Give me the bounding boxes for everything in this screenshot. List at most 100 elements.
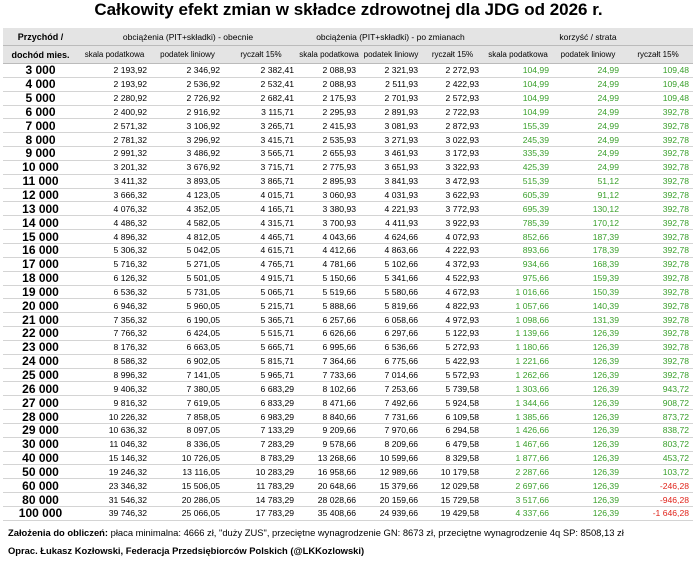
value-cell: 91,12	[553, 188, 623, 203]
value-cell: 3 022,93	[422, 132, 483, 148]
table-row: 6 000 2 400,92 2 916,92 3 115,71 2 295,93 2 8…	[3, 105, 694, 120]
income-cell: 21 000	[3, 312, 78, 328]
value-cell: 126,39	[553, 492, 623, 507]
value-cell: 3 380,93	[298, 201, 360, 217]
value-cell: 2 382,41	[224, 63, 298, 78]
value-cell: 392,78	[623, 105, 694, 120]
value-cell: -246,28	[623, 478, 694, 494]
value-cell: 4 896,32	[78, 229, 151, 244]
value-cell: 3 472,93	[422, 174, 483, 189]
value-cell: 5 150,66	[298, 271, 360, 286]
value-cell: 126,39	[553, 451, 623, 466]
value-cell: 35 408,66	[298, 506, 360, 521]
value-cell: 1 344,66	[483, 395, 553, 411]
value-cell: 150,39	[553, 285, 623, 300]
value-cell: 605,39	[483, 188, 553, 203]
value-cell: 104,99	[483, 77, 553, 92]
value-cell: 24,99	[553, 105, 623, 120]
value-cell: 6 294,58	[422, 423, 483, 438]
value-cell: 3 700,93	[298, 215, 360, 231]
value-cell: 838,72	[623, 423, 694, 438]
value-cell: 17 783,29	[224, 506, 298, 521]
table-row: 12 000 3 666,32 4 123,05 4 015,71 3 060,93 4 …	[3, 188, 694, 203]
value-cell: 1 180,66	[483, 340, 553, 355]
value-cell: 3 296,92	[151, 132, 224, 148]
value-cell: 168,39	[553, 257, 623, 272]
value-cell: 2 722,93	[422, 105, 483, 120]
value-cell: 19 246,32	[78, 464, 151, 480]
value-cell: 14 783,29	[224, 492, 298, 507]
value-cell: 4 812,05	[151, 229, 224, 244]
value-cell: 8 209,66	[360, 437, 422, 452]
value-cell: 126,39	[553, 423, 623, 438]
value-cell: 8 329,58	[422, 451, 483, 466]
value-cell: 24,99	[553, 63, 623, 78]
table-row: 50 000 19 246,32 13 116,05 10 283,29 16 958,…	[3, 464, 694, 480]
value-cell: 3 715,71	[224, 160, 298, 175]
value-cell: 3 666,32	[78, 188, 151, 203]
income-cell: 4 000	[3, 77, 78, 92]
value-cell: 6 683,29	[224, 381, 298, 397]
value-cell: 24,99	[553, 160, 623, 175]
value-cell: 4 615,71	[224, 243, 298, 258]
value-cell: 4 123,05	[151, 188, 224, 203]
value-cell: 109,48	[623, 77, 694, 92]
value-cell: 7 356,32	[78, 312, 151, 328]
value-cell: 1 221,66	[483, 354, 553, 369]
value-cell: 7 619,05	[151, 395, 224, 411]
value-cell: 140,39	[553, 298, 623, 314]
value-cell: 19 429,58	[422, 506, 483, 521]
value-cell: 5 572,93	[422, 368, 483, 383]
table-row: 80 000 31 546,32 20 286,05 14 783,29 28 028,…	[3, 492, 694, 507]
value-cell: 785,39	[483, 215, 553, 231]
table-row: 3 000 2 193,92 2 346,92 2 382,41 2 088,93 2 3…	[3, 63, 694, 78]
value-cell: 3 060,93	[298, 188, 360, 203]
income-cell: 17 000	[3, 257, 78, 272]
value-cell: 5 515,71	[224, 326, 298, 341]
income-cell: 16 000	[3, 243, 78, 258]
value-cell: 5 731,05	[151, 285, 224, 300]
value-cell: 8 840,66	[298, 409, 360, 424]
value-cell: 6 833,29	[224, 395, 298, 411]
value-cell: 31 546,32	[78, 492, 151, 507]
header-row: dochód mies. skala podatkowa podatek linio…	[3, 45, 694, 64]
value-cell: 3 461,93	[360, 146, 422, 161]
value-cell: 6 109,58	[422, 409, 483, 424]
value-cell: 3 865,71	[224, 174, 298, 189]
value-cell: 8 102,66	[298, 381, 360, 397]
value-cell: 392,78	[623, 271, 694, 286]
value-cell: 5 341,66	[360, 271, 422, 286]
value-cell: 3 172,93	[422, 146, 483, 161]
table-row: 22 000 7 766,32 6 424,05 5 515,71 6 626,66 6 …	[3, 326, 694, 341]
value-cell: -946,28	[623, 492, 694, 507]
value-cell: 392,78	[623, 298, 694, 314]
value-cell: 104,99	[483, 105, 553, 120]
value-cell: 6 126,32	[78, 271, 151, 286]
value-cell: 975,66	[483, 271, 553, 286]
table-row: 13 000 4 076,32 4 352,05 4 165,71 3 380,93 4 …	[3, 201, 694, 217]
income-cell: 29 000	[3, 423, 78, 438]
value-cell: 126,39	[553, 506, 623, 521]
value-cell: 3 106,92	[151, 118, 224, 134]
value-cell: 5 122,93	[422, 326, 483, 341]
value-cell: 392,78	[623, 229, 694, 244]
group-header: obciążenia (PIT+składki) - po zmianach	[298, 28, 483, 46]
column-header: ryczałt 15%	[422, 45, 483, 64]
column-header: ryczałt 15%	[224, 45, 298, 64]
value-cell: 1 877,66	[483, 451, 553, 466]
assumptions-text: płaca minimalna: 4666 zł, "duży ZUS", pr…	[108, 527, 624, 538]
value-cell: 4 582,05	[151, 215, 224, 231]
value-cell: 126,39	[553, 340, 623, 355]
income-cell: 25 000	[3, 368, 78, 383]
value-cell: 126,39	[553, 395, 623, 411]
group-header: obciążenia (PIT+składki) - obecnie	[78, 28, 298, 46]
value-cell: 4 076,32	[78, 201, 151, 217]
title: Całkowity efekt zmian w składce zdrowotn…	[94, 0, 603, 19]
value-cell: 5 271,05	[151, 257, 224, 272]
value-cell: 1 467,66	[483, 437, 553, 452]
value-cell: 104,99	[483, 63, 553, 78]
table-row: 4 000 2 193,92 2 536,92 2 532,41 2 088,93 2 5…	[3, 77, 694, 92]
income-cell: 20 000	[3, 298, 78, 314]
value-cell: 2 655,93	[298, 146, 360, 161]
value-cell: 15 729,58	[422, 492, 483, 507]
